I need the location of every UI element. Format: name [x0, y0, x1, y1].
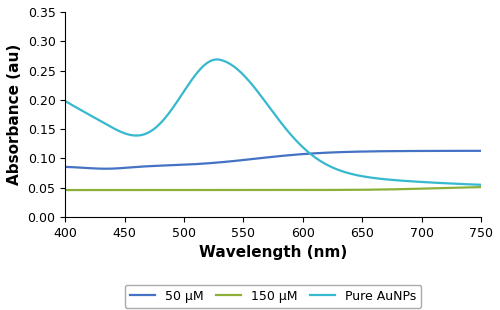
- X-axis label: Wavelength (nm): Wavelength (nm): [199, 245, 348, 260]
- Legend: 50 μM, 150 μM, Pure AuNPs: 50 μM, 150 μM, Pure AuNPs: [125, 285, 422, 308]
- Y-axis label: Absorbance (au): Absorbance (au): [7, 44, 22, 185]
